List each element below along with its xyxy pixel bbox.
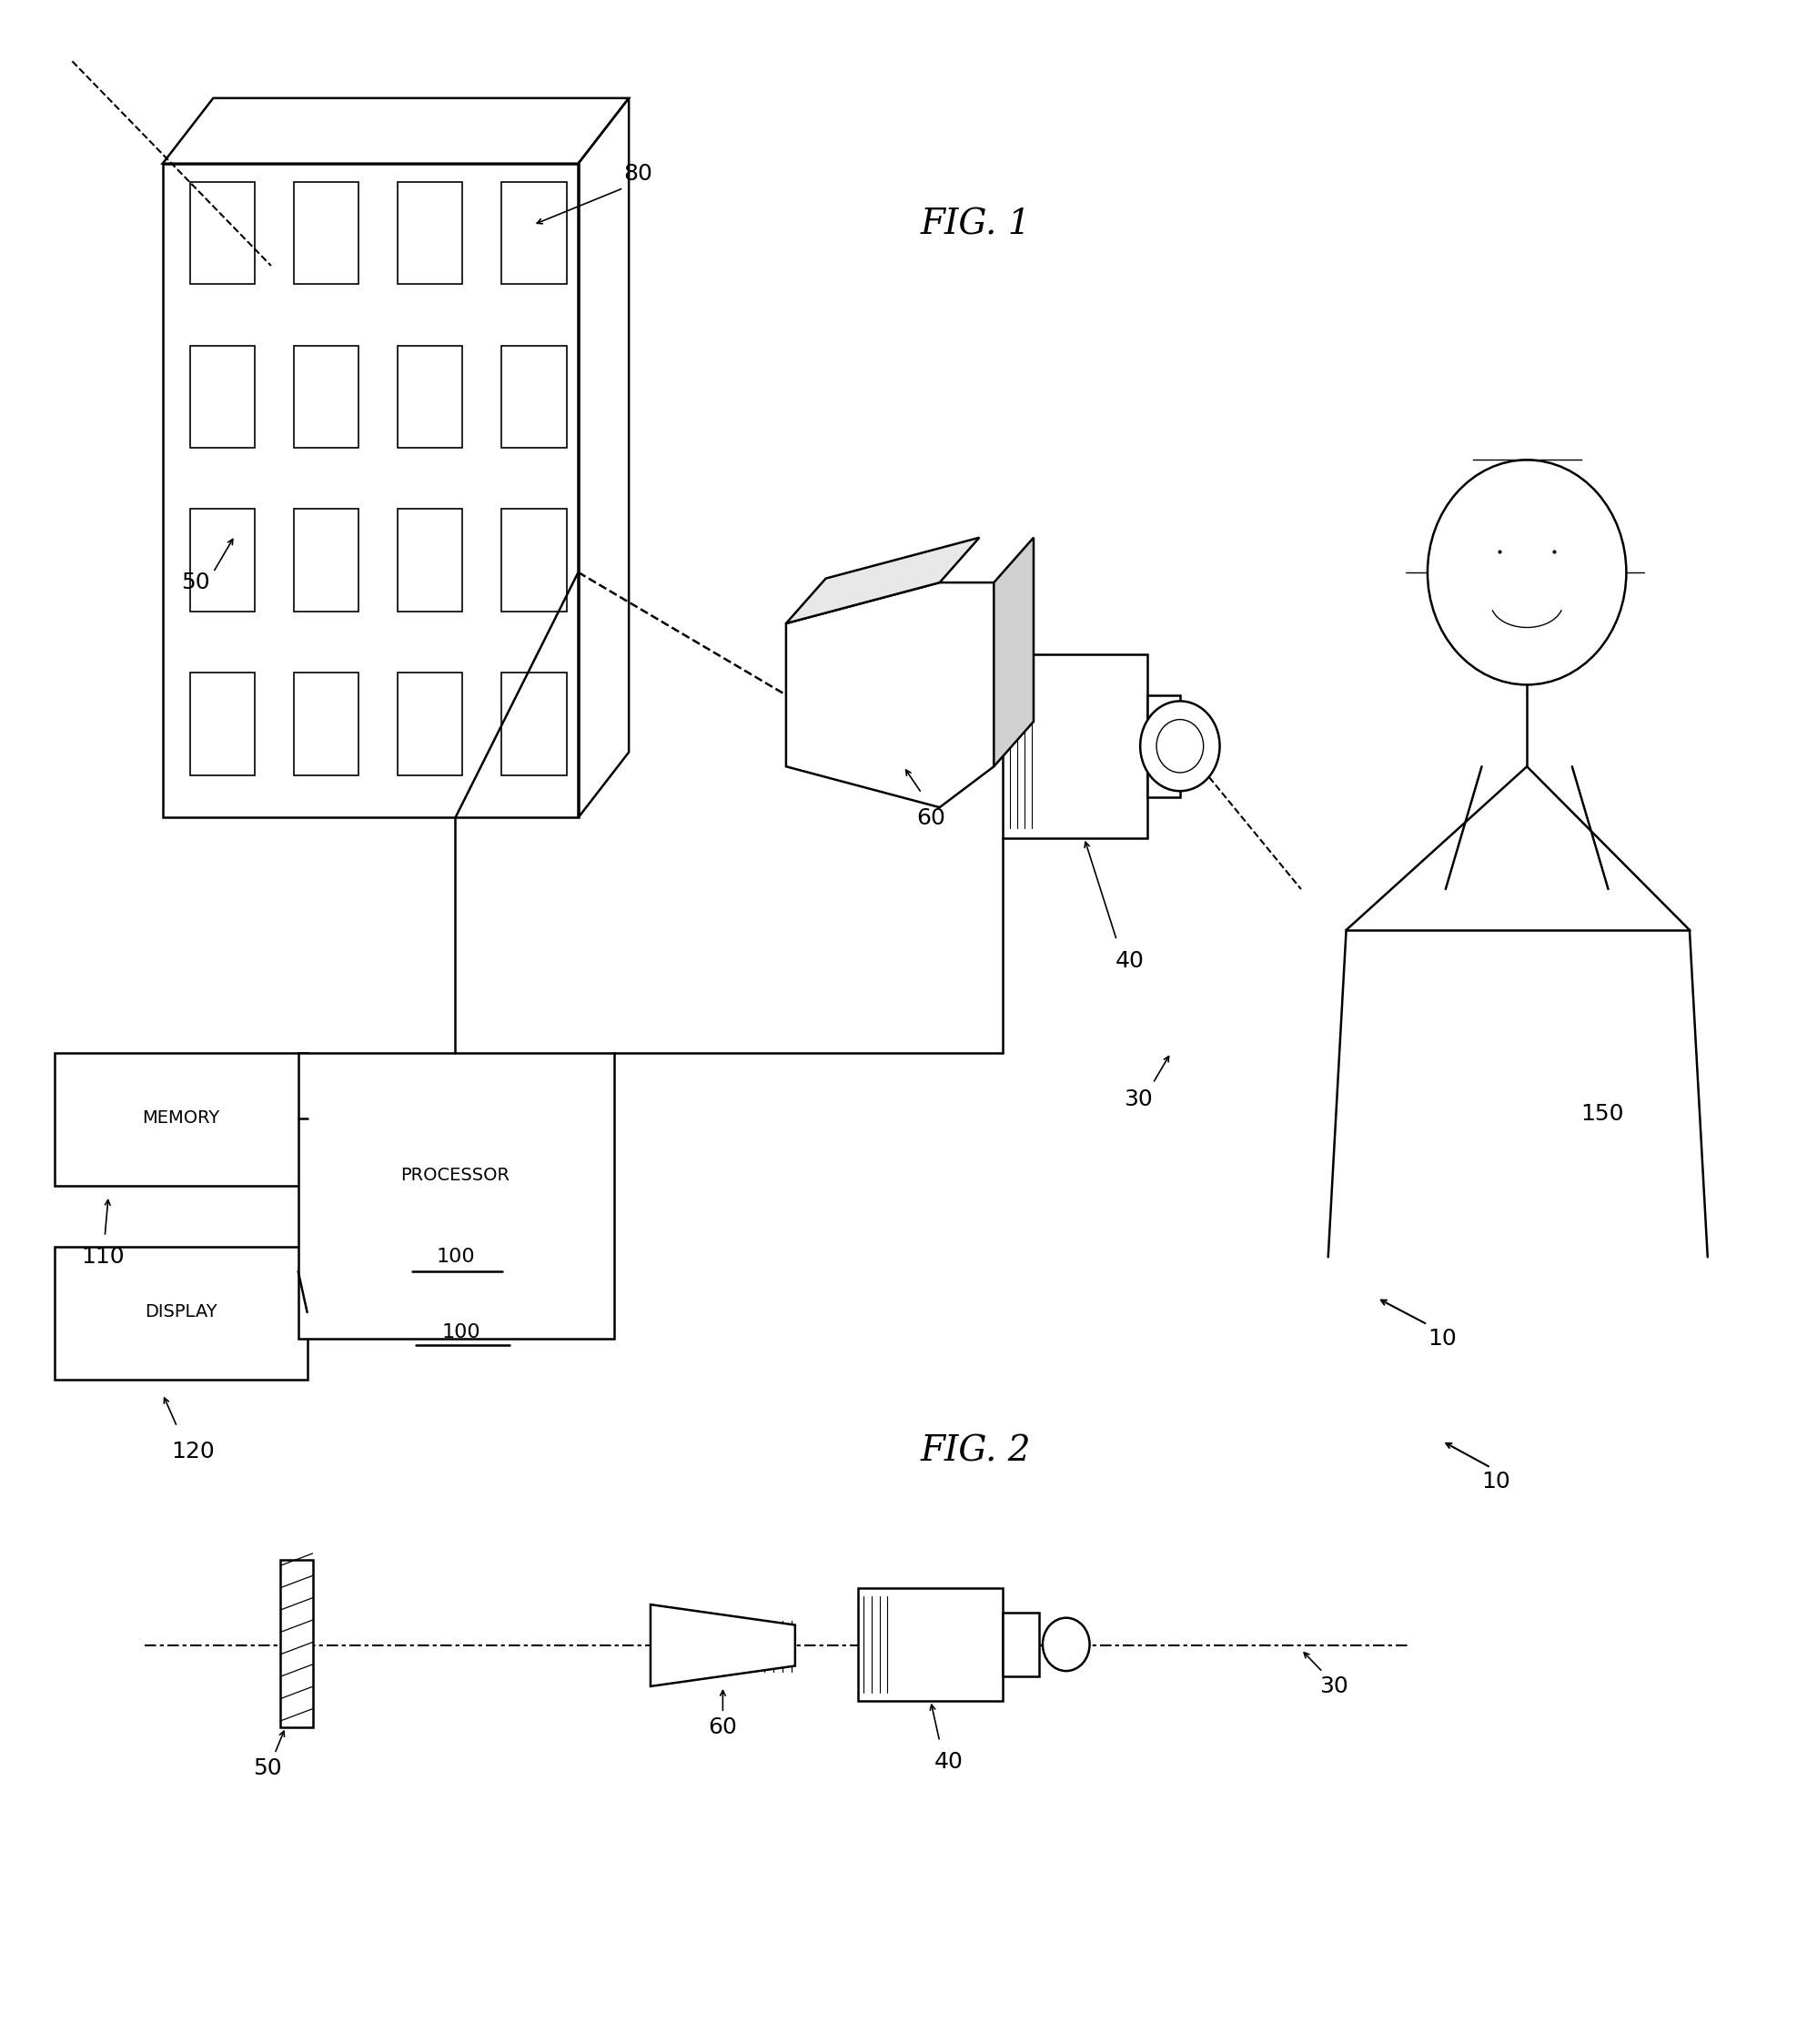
Polygon shape [994,538,1034,766]
Bar [398,182,463,284]
Bar [293,345,358,448]
Bar [54,1053,307,1186]
Text: 120: 120 [172,1441,215,1461]
Bar [502,345,567,448]
Bar [54,1247,307,1380]
Bar [190,509,255,611]
Text: FIG. 1: FIG. 1 [920,208,1032,241]
Bar [398,672,463,775]
Bar [293,182,358,284]
Text: 10: 10 [1482,1472,1511,1492]
Circle shape [1043,1619,1090,1672]
Text: 100: 100 [441,1325,481,1341]
Text: 100: 100 [435,1249,475,1265]
Bar [858,1588,1003,1701]
Bar [1147,695,1180,797]
Text: PROCESSOR: PROCESSOR [401,1167,510,1183]
Bar [398,345,463,448]
Text: 10: 10 [1428,1329,1456,1349]
Text: FIG. 2: FIG. 2 [920,1435,1032,1468]
Bar [1003,654,1147,838]
Bar [190,672,255,775]
Text: MEMORY: MEMORY [143,1110,219,1126]
Polygon shape [651,1605,795,1686]
Circle shape [1140,701,1220,791]
Bar [293,509,358,611]
Text: 30: 30 [1124,1089,1153,1110]
Text: DISPLAY: DISPLAY [145,1304,217,1320]
Bar [298,1053,614,1339]
Text: 50: 50 [181,572,210,593]
Text: 40: 40 [934,1752,963,1772]
Polygon shape [786,538,979,623]
Bar [280,1560,313,1727]
Bar [502,672,567,775]
Bar [398,509,463,611]
Text: 80: 80 [623,164,652,184]
Text: 60: 60 [708,1717,737,1737]
Text: 30: 30 [1319,1676,1348,1697]
Bar [190,182,255,284]
Bar [190,345,255,448]
Bar [1003,1613,1039,1676]
Text: 60: 60 [916,807,945,830]
Polygon shape [786,583,994,807]
Text: 50: 50 [253,1758,282,1778]
Bar [293,672,358,775]
Bar [502,182,567,284]
Text: 40: 40 [1115,950,1144,973]
Text: 150: 150 [1581,1104,1624,1124]
Bar [502,509,567,611]
Text: 110: 110 [81,1247,125,1267]
